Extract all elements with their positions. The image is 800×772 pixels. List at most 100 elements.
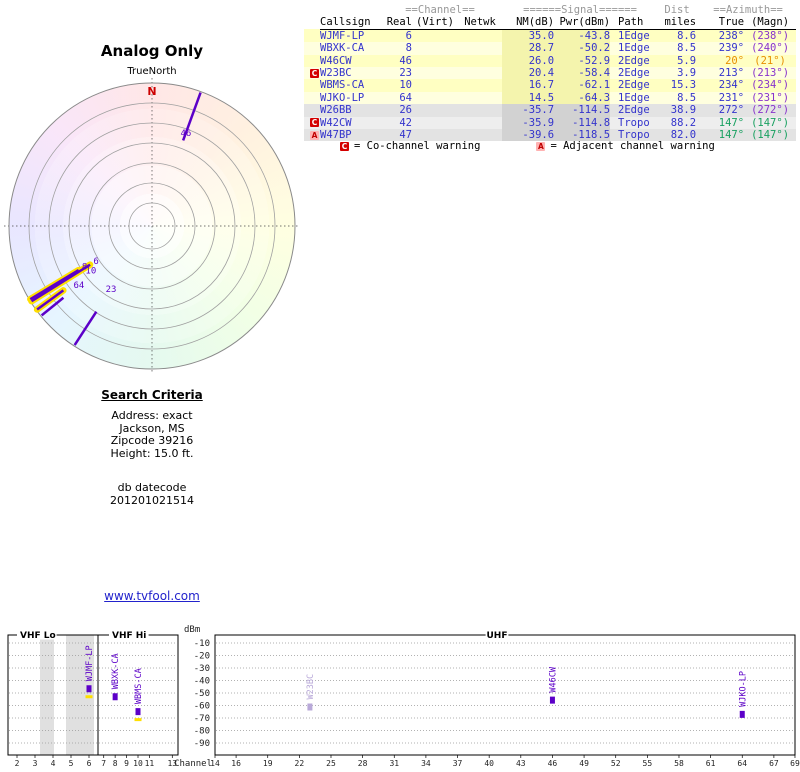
network-cell [458,104,502,116]
channel-tick-label-61: 61 [706,759,716,768]
col-nm: NM(dB) [502,16,555,30]
virtual-channel-cell [412,79,458,91]
channel-tick-label-3: 3 [33,759,38,768]
col-miles: miles [658,16,701,30]
band-label-VHF Hi: VHF Hi [112,631,146,641]
signal-bar-WJKO-LP [739,710,745,718]
virtual-channel-cell [412,104,458,116]
power-dbm-cell: -64.3 [554,91,611,105]
band-label-UHF: UHF [487,631,508,641]
azimuth-magn-cell: (213°) [751,67,790,80]
azimuth-magn-cell: (231°) [751,91,790,104]
real-channel-cell: 42 [399,116,412,129]
channel-tick-label-16: 16 [231,759,241,768]
station-row-W42CW: C W42CW 42 -35.9 -114.8 Tropo 88.2 147° (147°) [304,116,797,130]
channel-tick-label-5: 5 [69,759,74,768]
callsign-cell: W42CW [320,116,352,129]
path-cell: 2Edge [618,104,650,117]
band-label-VHF Lo: VHF Lo [20,631,56,641]
azimuth-magn-cell: (21°) [754,54,786,67]
azimuth-true-cell: 239° [718,42,745,55]
channel-tick-label-43: 43 [516,759,526,768]
azimuth-group-header: ==Azimuth== [713,4,783,16]
virtual-channel-cell [412,55,458,67]
virtual-channel-cell [412,42,458,54]
radar-spoke-label-64: 64 [74,281,85,291]
channel-tick-label-13: 13 [167,759,177,768]
dbm-tick-label: -40 [194,677,210,687]
channel-tick-label-25: 25 [326,759,336,768]
azimuth-true-cell: 147° [718,129,745,142]
power-dbm-cell: -52.9 [554,54,611,68]
shaded-band-1 [66,635,94,755]
group-header-spacer [304,4,378,16]
virtual-channel-cell [412,117,458,129]
radar-spoke-23 [73,311,98,346]
channel-tick-label-22: 22 [295,759,305,768]
bar-label-WBXK-CA: WBXK-CA [111,653,121,689]
callsign-cell: W23BC [320,67,352,80]
real-channel-cell: 46 [399,54,412,67]
col-pwr: Pwr(dBm) [554,16,611,30]
path-cell: 2Edge [618,79,650,92]
azimuth-magn-cell: (147°) [751,129,790,142]
channel-tick-label-8: 8 [113,759,118,768]
radar-spoke-label-23: 23 [106,285,117,295]
channel-tick-label-9: 9 [124,759,129,768]
signal-bar-WBMS-CA [135,708,141,716]
azimuth-magn-cell: (272°) [751,104,790,117]
tvfool-link[interactable]: www.tvfool.com [104,589,200,603]
col-true: True [700,16,745,30]
warning-icons [304,42,320,54]
radar-spoke-label-10: 10 [85,266,96,276]
nm-db-cell: 35.0 [502,29,555,43]
path-cell: 1Edge [618,42,650,55]
co-channel-legend-text: = Co-channel warning [354,140,481,152]
radar-spoke-label-6: 6 [93,257,98,267]
power-dbm-cell: -50.2 [554,42,611,55]
shaded-band-0 [40,635,54,755]
channel-tick-label-58: 58 [674,759,684,768]
azimuth-true-cell: 234° [718,79,745,92]
station-row-W23BC: C W23BC 23 20.4 -58.4 2Edge 3.9 213° (213°) [304,67,797,80]
dbm-tick-label: -50 [194,689,210,699]
virtual-channel-cell [412,92,458,104]
panel-box-UHF [214,634,796,756]
miles-cell: 82.0 [670,129,697,142]
channel-tick-label-6: 6 [87,759,92,768]
callsign-cell: W46CW [320,54,352,67]
warning-icons [304,29,320,42]
signal-bar-WBXK-CA [112,693,118,701]
azimuth-magn-cell: (234°) [751,79,790,92]
col-path: Path [610,16,659,30]
nm-db-cell: 16.7 [502,79,555,92]
azimuth-true-cell: 20° [725,54,745,67]
radar-rings [8,82,296,370]
power-dbm-cell: -62.1 [554,79,611,92]
nm-db-cell: 26.0 [502,54,555,68]
db-datecode-value: 201201021514 [110,493,194,507]
channel-tick-label-10: 10 [133,759,143,768]
channel-tick-label-4: 4 [51,759,56,768]
search-zip-line: Zipcode 39216 [110,434,194,447]
warning-icons: C [304,67,320,79]
callsign-cell: W47BP [320,129,352,142]
channel-tick-label-46: 46 [548,759,558,768]
network-cell [458,67,502,79]
channel-tick-label-19: 19 [263,759,273,768]
adjacent-channel-warning-icon: A [310,130,319,140]
search-gap [57,460,247,482]
warning-icons [304,92,320,104]
real-channel-cell: 8 [405,42,412,55]
bar-label-WBMS-CA: WBMS-CA [134,668,144,704]
channel-axis-label: Channel [174,759,212,768]
power-dbm-cell: -114.5 [554,104,611,117]
nm-db-cell: 28.7 [502,42,555,55]
azimuth-magn-cell: (147°) [751,116,790,129]
nm-db-cell: -39.6 [502,129,555,142]
signal-bar-W23BC [307,703,313,711]
miles-cell: 15.3 [670,79,697,92]
path-cell: 2Edge [618,54,650,67]
col-netwk: Netwk [458,16,503,30]
